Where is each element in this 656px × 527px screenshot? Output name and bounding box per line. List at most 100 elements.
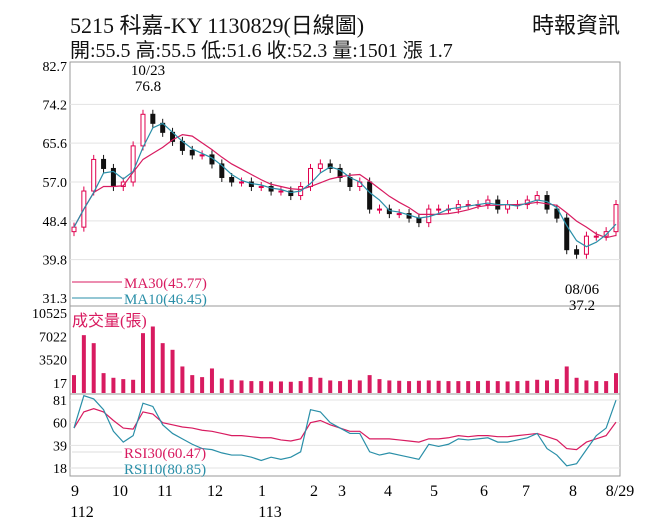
x-tick-label: 1	[258, 483, 266, 500]
volume-bar	[81, 335, 86, 393]
x-tick-label: 7	[522, 483, 530, 500]
candle	[574, 249, 580, 255]
volume-bar	[377, 379, 382, 393]
volume-bar	[318, 377, 323, 393]
volume-bar	[140, 333, 145, 393]
volume-bar	[505, 381, 510, 393]
volume-bar	[160, 343, 165, 393]
rsi-tick-label: 39	[53, 439, 67, 454]
rsi-tick-label: 18	[53, 462, 67, 477]
volume-bar	[397, 380, 402, 393]
candle	[130, 145, 136, 183]
price-tick-label: 48.4	[43, 215, 68, 230]
candle	[396, 213, 402, 216]
volume-bar	[357, 380, 362, 393]
volume-bar	[288, 381, 293, 393]
volume-bar	[259, 381, 264, 393]
rsi10-legend: RSI10(80.85)	[124, 462, 206, 478]
price-tick-label: 82.7	[43, 60, 68, 75]
candle	[278, 190, 284, 193]
volume-bar	[121, 379, 126, 393]
x-tick-label: 8/29	[606, 483, 634, 500]
volume-bar	[308, 377, 313, 393]
volume-bar	[72, 375, 76, 393]
volume-bar	[229, 379, 234, 393]
candle	[239, 181, 245, 184]
x-tick-label: 6	[480, 483, 488, 500]
volume-tick-label: 10525	[32, 307, 67, 322]
volume-bar	[515, 381, 520, 393]
volume-bar	[525, 380, 530, 393]
volume-bar	[131, 379, 136, 393]
x-tick-label: 12	[207, 483, 223, 500]
volume-bar	[200, 377, 205, 393]
volume-bar	[554, 379, 559, 393]
candle	[288, 190, 294, 197]
candle	[150, 113, 156, 124]
candle	[367, 181, 373, 210]
rsi30-line	[73, 408, 617, 451]
x-tick-label: 2	[310, 483, 318, 500]
candle	[564, 217, 570, 251]
volume-bar	[101, 373, 106, 393]
volume-tick-label: 7022	[39, 330, 67, 345]
rsi-tick-label: 81	[53, 394, 67, 409]
ma30-legend: MA30(45.77)	[124, 276, 207, 292]
high-date-annotation: 10/23	[131, 63, 165, 79]
candle	[416, 217, 422, 224]
candle	[436, 208, 442, 211]
candle	[101, 158, 107, 169]
x-tick-label: 8	[569, 483, 577, 500]
price-tick-label: 31.3	[43, 292, 68, 307]
candle	[91, 158, 97, 192]
year-label: 113	[258, 504, 281, 521]
x-tick-label: 4	[384, 483, 392, 500]
candle	[376, 208, 382, 211]
volume-bar	[328, 380, 333, 393]
volume-bar	[387, 380, 392, 393]
volume-bar	[180, 366, 185, 393]
price-tick-label: 74.2	[43, 98, 68, 113]
x-tick-label: 10	[112, 483, 128, 500]
volume-bar	[456, 381, 461, 393]
volume-bar	[495, 381, 500, 393]
candle	[199, 154, 205, 157]
price-panel	[69, 61, 621, 307]
volume-bar	[209, 368, 214, 393]
candle	[317, 163, 323, 169]
candle	[120, 181, 126, 188]
ma30-line	[73, 133, 617, 239]
price-tick-label: 57.0	[43, 176, 68, 191]
volume-bar	[298, 381, 303, 393]
volume-bar	[476, 381, 481, 393]
volume-bar	[446, 381, 451, 393]
volume-bar	[239, 380, 244, 393]
volume-bar	[347, 379, 352, 393]
rsi30-legend: RSI30(60.47)	[124, 446, 206, 462]
rsi-tick-label: 60	[53, 417, 67, 432]
volume-bar	[604, 381, 609, 393]
volume-bar	[338, 381, 343, 393]
volume-bar	[269, 381, 274, 393]
candle	[140, 113, 146, 147]
volume-bar	[367, 375, 372, 393]
candle	[593, 235, 599, 238]
candle	[534, 195, 540, 201]
price-tick-label: 65.6	[43, 137, 68, 152]
candle	[258, 186, 264, 189]
candle	[337, 167, 343, 178]
volume-bar	[278, 381, 283, 393]
x-tick-label: 11	[157, 483, 172, 500]
year-label: 112	[70, 504, 93, 521]
volume-bar	[91, 343, 96, 393]
rsi10-line	[73, 394, 617, 467]
volume-bar	[545, 380, 550, 393]
x-tick-label: 3	[338, 483, 346, 500]
candle	[554, 208, 560, 219]
low-date-annotation: 08/06	[565, 282, 600, 298]
volume-bar	[111, 377, 116, 393]
chart-title: 5215 科嘉-KY 1130829(日線圖)	[70, 13, 365, 38]
candle	[71, 226, 77, 233]
